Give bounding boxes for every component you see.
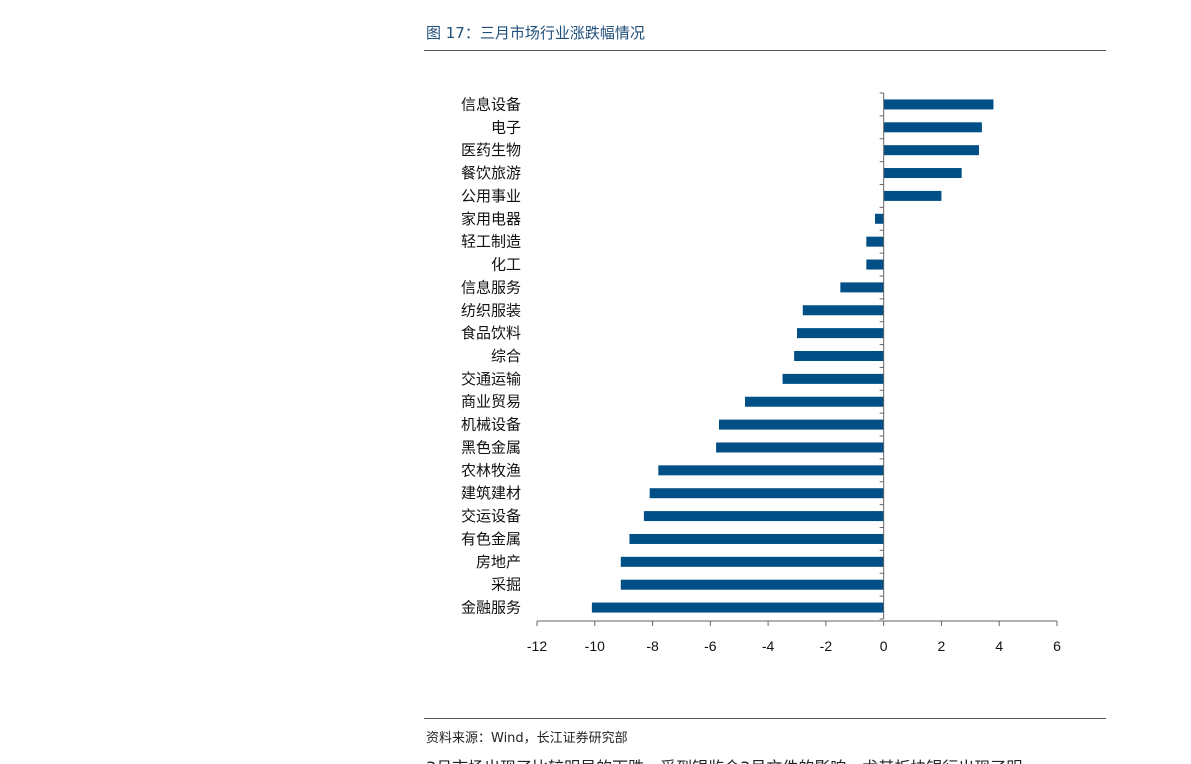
x-tick-label: -12 (527, 638, 547, 654)
category-label: 公用事业 (461, 187, 521, 205)
bar-13 (782, 373, 884, 384)
category-label: 电子 (491, 118, 521, 136)
category-label: 建筑建材 (461, 484, 521, 502)
bar-11 (797, 328, 884, 339)
category-label: 有色金属 (461, 530, 521, 548)
bar-8 (866, 259, 884, 270)
category-label: 黑色金属 (461, 438, 521, 456)
bar-4 (883, 168, 962, 179)
bar-22 (620, 579, 884, 590)
top-rule (424, 50, 1106, 51)
bar-18 (649, 488, 884, 499)
category-label: 信息设备 (461, 95, 521, 113)
body-text: 3月市场出现了比较明显的下跌，受到银监会3号文件的影响，尤其板块银行出现了明 (426, 754, 1126, 764)
bar-19 (643, 511, 884, 522)
bar-14 (745, 396, 884, 407)
x-tick-label: 0 (880, 638, 888, 654)
x-tick-label: -4 (762, 638, 775, 654)
bar-3 (883, 145, 979, 156)
category-label: 纺织服装 (461, 301, 521, 319)
x-tick-label: -2 (820, 638, 833, 654)
x-tick-label: -10 (585, 638, 605, 654)
category-label: 农林牧渔 (461, 461, 521, 479)
bar-9 (840, 282, 884, 293)
category-label: 食品饮料 (461, 324, 521, 342)
category-label: 采掘 (491, 576, 521, 594)
bar-15 (719, 419, 884, 430)
bar-2 (883, 122, 982, 133)
bar-5 (883, 190, 942, 201)
x-tick-label: 2 (938, 638, 946, 654)
bar-21 (620, 556, 884, 567)
category-label: 商业贸易 (461, 393, 521, 411)
x-tick-label: -8 (646, 638, 659, 654)
bottom-rule (424, 718, 1106, 719)
source-note: 资料来源：Wind，长江证券研究部 (426, 731, 628, 746)
x-tick-label: 4 (995, 638, 1003, 654)
x-tick-label: -6 (704, 638, 717, 654)
category-label: 交通运输 (461, 370, 521, 388)
bar-12 (794, 351, 884, 361)
bar-10 (802, 305, 884, 316)
bar-17 (658, 465, 884, 476)
category-label: 机械设备 (461, 416, 521, 434)
category-label: 化工 (491, 256, 521, 274)
bar-6 (875, 213, 884, 224)
figure-title: 图 17：三月市场行业涨跌幅情况 (426, 24, 645, 42)
bar-23 (591, 602, 884, 613)
x-tick-label: 6 (1053, 638, 1061, 654)
bar-16 (716, 442, 884, 453)
bar-20 (629, 533, 884, 544)
category-label: 轻工制造 (461, 233, 521, 251)
bar-7 (866, 236, 884, 247)
category-label: 金融服务 (461, 599, 521, 617)
category-label: 医药生物 (461, 141, 521, 159)
category-label: 交运设备 (461, 507, 521, 525)
category-label: 家用电器 (461, 210, 521, 228)
category-label: 房地产 (476, 553, 521, 571)
category-label: 信息服务 (461, 278, 521, 296)
category-label: 餐饮旅游 (461, 164, 521, 182)
bar-1 (883, 99, 994, 110)
category-label: 综合 (491, 347, 521, 365)
